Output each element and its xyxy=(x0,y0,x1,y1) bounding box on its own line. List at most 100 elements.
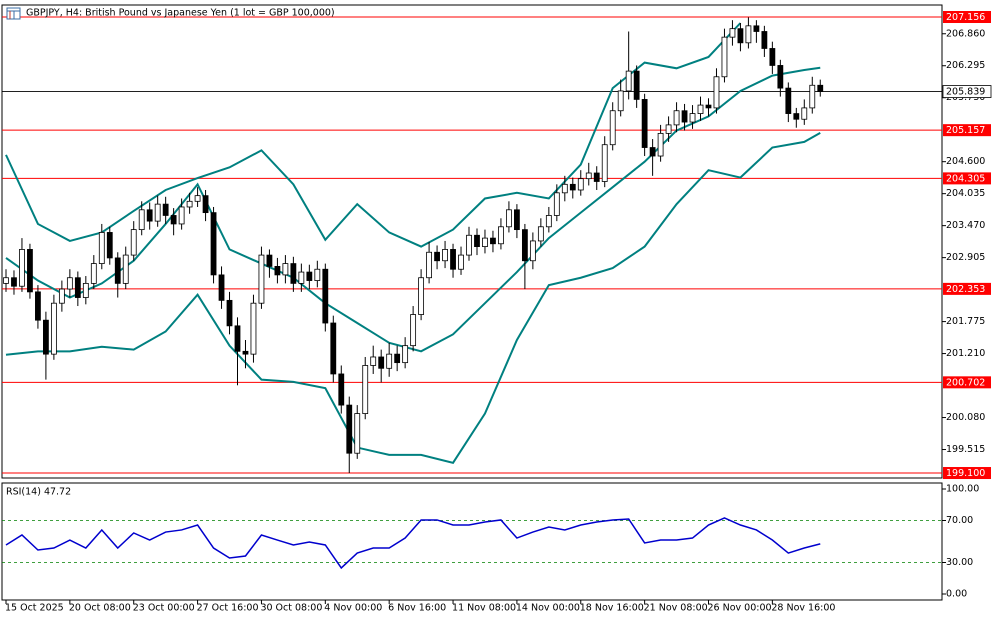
candle-body xyxy=(226,299,233,327)
rsi-panel xyxy=(1,482,943,601)
candle-body xyxy=(290,263,297,284)
candle-body xyxy=(354,413,361,454)
y-tick-label: 70.00 xyxy=(946,515,973,526)
candle-body xyxy=(737,28,744,44)
candle-body xyxy=(274,266,281,276)
candle-body xyxy=(482,237,488,247)
candle-body xyxy=(258,254,265,304)
candle-body xyxy=(410,314,417,347)
candle-body xyxy=(681,110,688,123)
candle-body xyxy=(506,209,512,228)
candle-body xyxy=(370,356,377,366)
x-tick-label: 30 Oct 08:00 xyxy=(260,603,322,614)
candle-body xyxy=(82,282,89,298)
main-panel xyxy=(1,4,943,479)
level-label: 202.353 xyxy=(946,284,985,295)
candle-body xyxy=(753,25,760,32)
candle-body xyxy=(146,209,153,222)
candle-body xyxy=(322,268,329,324)
bollinger-band xyxy=(5,66,821,353)
level-label-box xyxy=(943,11,991,24)
x-tick-label: 23 Oct 00:00 xyxy=(133,603,195,614)
candle-body xyxy=(490,237,496,245)
candle-body xyxy=(434,251,440,262)
candle-body xyxy=(633,70,640,100)
candle-body xyxy=(11,277,17,287)
candle-body xyxy=(27,249,33,293)
candle-body xyxy=(298,271,305,284)
candle-body xyxy=(202,195,209,214)
candle-body xyxy=(186,200,193,208)
level-label: 205.157 xyxy=(946,125,985,136)
candle-body xyxy=(617,90,624,112)
main-plot xyxy=(2,16,942,474)
axes: 206.860206.295205.730204.600204.035203.4… xyxy=(5,11,992,614)
candle-body xyxy=(625,70,632,92)
candle-body xyxy=(729,28,736,38)
candle-body xyxy=(362,365,369,414)
candle-body xyxy=(529,240,536,262)
candle-body xyxy=(234,325,241,352)
candle-body xyxy=(35,291,41,321)
y-tick-label: 204.600 xyxy=(946,156,985,167)
candle-body xyxy=(649,147,656,157)
candle-body xyxy=(593,172,600,182)
candle-body xyxy=(585,172,592,180)
candle-body xyxy=(266,254,273,267)
candle-body xyxy=(426,251,432,279)
candle-body xyxy=(665,124,672,134)
level-label: 204.305 xyxy=(946,173,985,184)
candle-body xyxy=(3,277,9,284)
candle-body xyxy=(785,87,792,114)
candle-body xyxy=(537,226,544,242)
candle-body xyxy=(809,84,816,109)
candle-body xyxy=(386,353,393,369)
candle-body xyxy=(561,183,568,194)
y-tick-label: 204.035 xyxy=(946,188,985,199)
candle-body xyxy=(657,132,664,157)
candle-body xyxy=(106,232,113,259)
x-tick-label: 18 Nov 16:00 xyxy=(580,603,644,614)
candle-body xyxy=(713,76,720,109)
rsi-plot xyxy=(2,517,942,570)
candle-body xyxy=(378,356,385,369)
bollinger-band xyxy=(5,131,821,464)
candle-body xyxy=(66,277,73,290)
candle-body xyxy=(777,65,784,89)
level-label: 200.702 xyxy=(946,377,985,388)
candle-body xyxy=(793,113,800,120)
level-label-box xyxy=(943,376,991,389)
candle-body xyxy=(521,229,528,262)
y-tick-label: 202.905 xyxy=(946,252,985,263)
symbol-icon xyxy=(6,7,21,20)
candle-body xyxy=(394,353,401,364)
candle-body xyxy=(817,84,824,92)
x-tick-label: 6 Nov 16:00 xyxy=(388,603,446,614)
candle-body xyxy=(338,373,345,406)
y-tick-label: 0.00 xyxy=(946,589,967,600)
candle-body xyxy=(553,192,560,216)
x-tick-label: 11 Nov 08:00 xyxy=(452,603,516,614)
x-tick-label: 28 Nov 16:00 xyxy=(771,603,835,614)
y-tick-label: 201.210 xyxy=(946,348,985,359)
candle-body xyxy=(242,350,249,355)
y-tick-label: 203.470 xyxy=(946,220,985,231)
candle-body xyxy=(138,209,145,231)
bollinger-band xyxy=(5,22,742,248)
x-tick-label: 4 Nov 00:00 xyxy=(324,603,382,614)
candle-body xyxy=(90,263,97,284)
level-label-box xyxy=(943,172,991,185)
candle-body xyxy=(402,345,409,364)
x-tick-label: 20 Oct 08:00 xyxy=(69,603,131,614)
y-tick-label: 100.00 xyxy=(946,483,979,494)
candle-body xyxy=(514,209,520,231)
candle-body xyxy=(43,319,49,355)
rsi-line xyxy=(5,517,821,570)
candle-body xyxy=(609,110,616,146)
candle-body xyxy=(474,234,480,247)
level-label-box xyxy=(943,467,991,480)
candle-body xyxy=(601,144,608,182)
candle-body xyxy=(418,277,425,315)
